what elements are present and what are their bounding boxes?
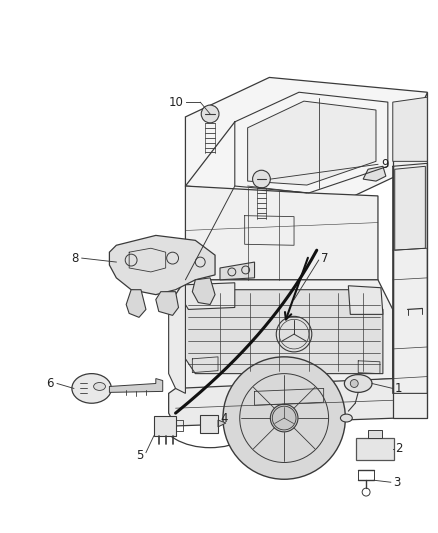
Ellipse shape [72,374,111,403]
Circle shape [270,404,298,432]
Polygon shape [185,290,383,374]
Polygon shape [218,420,226,427]
Polygon shape [156,292,179,316]
Polygon shape [110,378,163,392]
Polygon shape [393,92,427,418]
Polygon shape [368,430,382,438]
Polygon shape [247,101,376,185]
Text: 3: 3 [393,476,400,489]
Polygon shape [393,97,427,161]
Polygon shape [363,166,386,181]
Polygon shape [154,416,176,436]
Polygon shape [185,77,427,201]
Polygon shape [185,186,378,280]
Polygon shape [395,166,425,250]
Ellipse shape [344,375,372,392]
Polygon shape [192,278,215,304]
Polygon shape [169,378,398,426]
Circle shape [201,105,219,123]
Polygon shape [348,286,383,314]
Polygon shape [220,262,254,280]
Polygon shape [176,280,393,393]
Polygon shape [110,236,215,295]
Polygon shape [185,283,235,310]
Ellipse shape [94,383,106,390]
Circle shape [223,357,346,479]
Text: 2: 2 [395,442,402,455]
Text: 1: 1 [395,382,402,395]
Polygon shape [356,438,394,459]
Text: 6: 6 [46,377,54,390]
Polygon shape [169,280,185,393]
Text: 9: 9 [381,158,389,171]
Polygon shape [200,415,218,433]
Polygon shape [126,290,146,317]
Text: 4: 4 [220,411,227,425]
Text: 7: 7 [321,252,328,264]
Circle shape [253,170,270,188]
Text: 5: 5 [137,449,144,462]
Text: 8: 8 [71,252,79,264]
Text: 10: 10 [169,95,184,109]
Ellipse shape [340,414,352,422]
Circle shape [350,379,358,387]
